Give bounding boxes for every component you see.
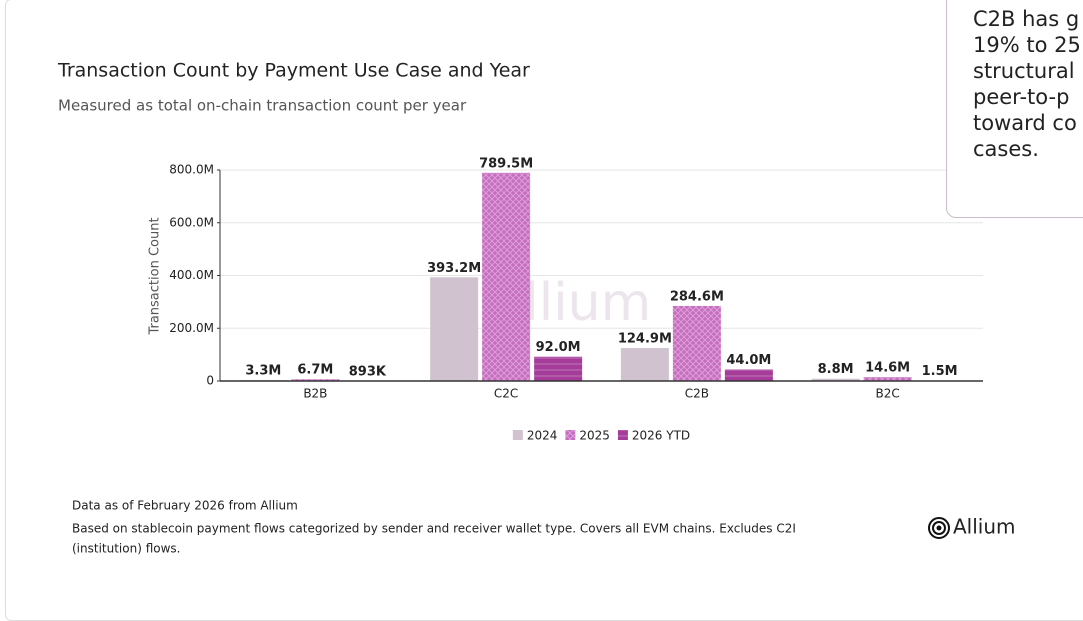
legend-swatch	[513, 430, 523, 440]
x-tick-label: B2B	[303, 387, 327, 401]
footer-source: Data as of February 2026 from Allium	[72, 499, 298, 513]
y-tick-label: 0	[206, 374, 214, 388]
insight-line: peer-to-p	[973, 85, 1069, 109]
footer-note: (institution) flows.	[72, 542, 181, 556]
legend-swatch	[618, 430, 628, 440]
bar	[725, 369, 773, 381]
bar	[482, 173, 530, 381]
insight-line: 19% to 25	[973, 33, 1081, 57]
chart-title: Transaction Count by Payment Use Case an…	[57, 60, 530, 82]
value-label: 789.5M	[479, 156, 533, 171]
insight-line: toward co	[973, 111, 1077, 135]
value-label: 8.8M	[818, 362, 854, 377]
value-label: 92.0M	[536, 340, 581, 355]
insight-line: structural	[973, 59, 1075, 83]
footer-note: Based on stablecoin payment flows catego…	[72, 522, 796, 536]
value-label: 14.6M	[865, 361, 910, 376]
y-tick-label: 800.0M	[169, 163, 214, 177]
value-label: 893K	[349, 364, 387, 379]
insight-line: cases.	[973, 137, 1039, 161]
x-tick-label: B2C	[876, 387, 900, 401]
y-tick-label: 400.0M	[169, 268, 214, 282]
card: Transaction Count by Payment Use Case an…	[5, 0, 1083, 621]
value-label: 1.5M	[922, 364, 958, 379]
chart-subtitle: Measured as total on-chain transaction c…	[58, 97, 467, 115]
value-label: 3.3M	[245, 364, 281, 379]
legend-swatch	[565, 430, 575, 440]
value-label: 393.2M	[427, 261, 481, 276]
page: {"chart_data": {"type": "bar", "title": …	[0, 0, 1083, 603]
chart: Transaction Count by Payment Use Case an…	[0, 1, 1083, 604]
value-label: 44.0M	[726, 353, 771, 368]
legend-label: 2026 YTD	[632, 429, 690, 443]
x-tick-label: C2B	[685, 387, 709, 401]
value-label: 6.7M	[297, 363, 333, 378]
y-axis-label: Transaction Count	[148, 217, 163, 335]
brand-logo	[929, 518, 949, 538]
insight-line: C2B has g	[973, 7, 1079, 31]
bar	[621, 348, 669, 381]
x-tick-label: C2C	[494, 387, 518, 401]
brand-name: Allium	[953, 515, 1016, 539]
y-tick-label: 600.0M	[169, 215, 214, 229]
value-label: 284.6M	[670, 289, 724, 304]
bar	[430, 277, 478, 381]
bar	[534, 357, 582, 381]
bar	[673, 306, 721, 381]
value-label: 124.9M	[618, 332, 672, 347]
legend-label: 2024	[527, 429, 558, 443]
y-tick-label: 200.0M	[169, 321, 214, 335]
legend-label: 2025	[579, 429, 610, 443]
